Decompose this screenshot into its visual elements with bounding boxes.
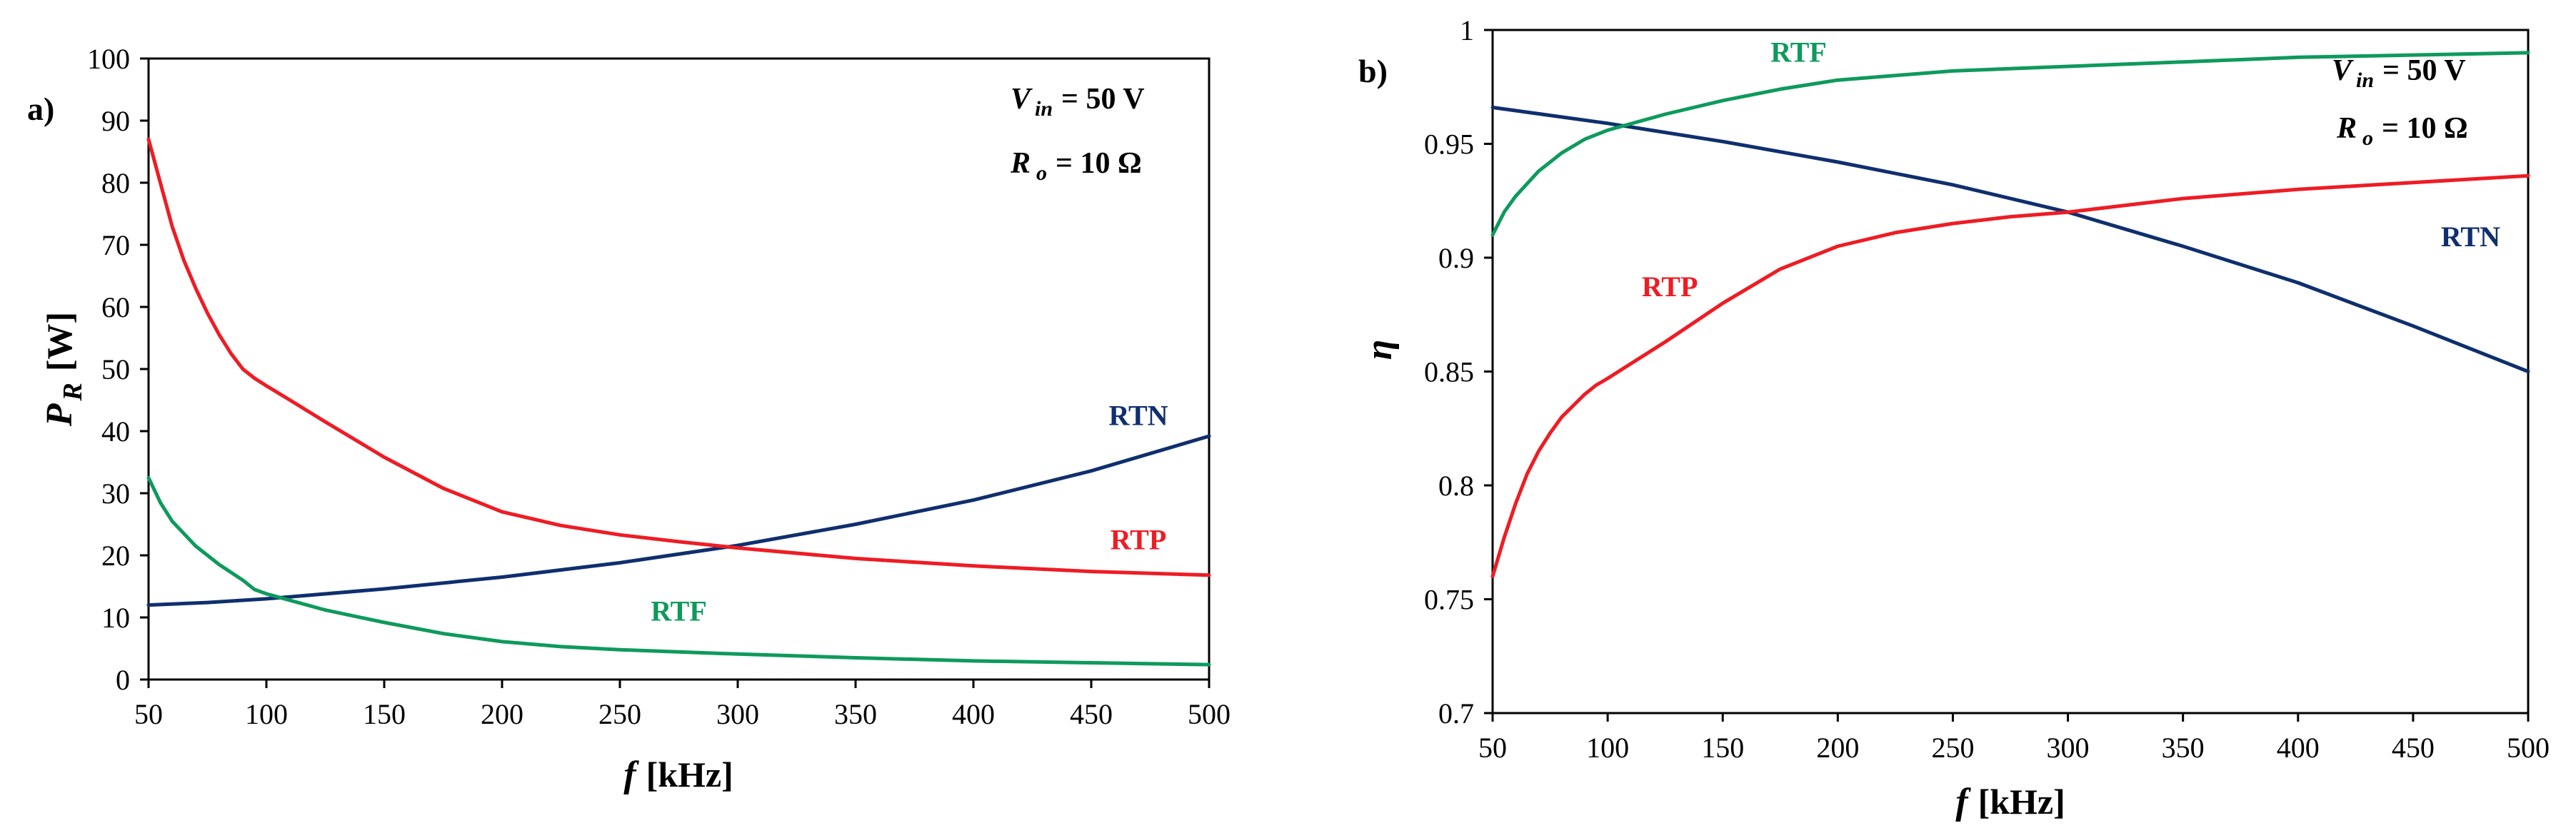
series-labels-b: RTN RTP RTF: [1642, 36, 2500, 303]
series-label-rtp: RTP: [1642, 271, 1698, 303]
y-tick-label: 20: [101, 540, 130, 572]
curves-a: [146, 137, 1211, 667]
x-tick-label: 100: [1586, 732, 1629, 764]
y-tick-label: 0.85: [1424, 356, 1474, 388]
ticks-b: 50 100 150 200 250 300 350 400 450 500 0.7 0.75 0.8 0…: [1424, 14, 2550, 764]
y-tick-label: 80: [101, 167, 130, 199]
series-line-rtf: [1490, 51, 2530, 237]
x-tick-label: 500: [1188, 698, 1231, 730]
curves-b: [1490, 51, 2530, 579]
y-tick-label: 60: [101, 291, 130, 323]
y-tick-label: 0: [116, 664, 130, 696]
y-axis-label-a: PR[W]: [39, 312, 88, 427]
x-tick-label: 50: [1478, 732, 1507, 764]
x-tick-label: 200: [1816, 732, 1859, 764]
y-tick-label: 0.75: [1424, 584, 1474, 616]
plot-frame-a: [147, 57, 1211, 681]
series-line-rtn: [146, 434, 1211, 607]
x-tick-label: 500: [2507, 732, 2550, 764]
x-tick-label: 250: [598, 698, 641, 730]
x-tick-label: 200: [481, 698, 523, 730]
x-tick-label: 400: [952, 698, 995, 730]
x-tick-label: 350: [834, 698, 877, 730]
panel-label-a: a): [27, 91, 54, 127]
y-tick-label: 90: [101, 105, 130, 137]
series-label-rtf: RTF: [651, 595, 707, 627]
y-tick-label: 0.9: [1438, 242, 1474, 274]
y-tick-label: 30: [101, 478, 130, 510]
chart-b: b) 50 100 150 200 250 300 350 400 450 500 0.7 0.75 0…: [1358, 14, 2550, 822]
x-tick-label: 100: [245, 698, 288, 730]
x-tick-label: 450: [2392, 732, 2435, 764]
x-axis-label-b: f [kHz]: [1955, 782, 2065, 822]
series-label-rtf: RTF: [1770, 36, 1827, 69]
series-labels-a: RTN RTP RTF: [651, 399, 1168, 627]
panel-label-b: b): [1358, 53, 1388, 89]
series-label-rtn: RTN: [1108, 399, 1168, 431]
x-tick-label: 150: [1701, 732, 1744, 764]
x-tick-label: 400: [2277, 732, 2320, 764]
y-tick-label: 0.7: [1438, 697, 1474, 730]
series-label-rtn: RTN: [2441, 221, 2500, 253]
series-line-rtp: [146, 137, 1211, 577]
y-tick-label: 1: [1460, 14, 1474, 46]
x-axis-label-a: f [kHz]: [623, 754, 733, 795]
y-axis-label-b: η: [1359, 340, 1400, 360]
x-tick-label: 300: [716, 698, 759, 730]
y-tick-label: 40: [101, 415, 130, 448]
series-line-rtf: [146, 475, 1211, 667]
y-tick-label: 70: [101, 229, 130, 261]
ticks-a: 50 100 150 200 250 300 350 400 450 500 0 10 20 30 40 50…: [87, 43, 1231, 730]
x-tick-label: 450: [1070, 698, 1113, 730]
x-tick-label: 50: [134, 698, 163, 730]
y-tick-label: 100: [87, 43, 130, 75]
y-tick-label: 0.8: [1438, 470, 1474, 502]
y-tick-label: 0.95: [1424, 128, 1474, 161]
y-tick-label: 10: [101, 602, 130, 634]
x-tick-label: 250: [1931, 732, 1974, 764]
x-tick-label: 350: [2162, 732, 2205, 764]
chart-a: a) 50 100 150 200 250 300 350 400 450 500 0 10 20 30 4…: [27, 43, 1231, 795]
series-label-rtp: RTP: [1111, 523, 1167, 555]
x-tick-label: 300: [2047, 732, 2090, 764]
series-line-rtp: [1490, 173, 2530, 579]
series-line-rtn: [1490, 106, 2530, 373]
y-tick-label: 50: [101, 353, 130, 385]
x-tick-label: 150: [363, 698, 406, 730]
